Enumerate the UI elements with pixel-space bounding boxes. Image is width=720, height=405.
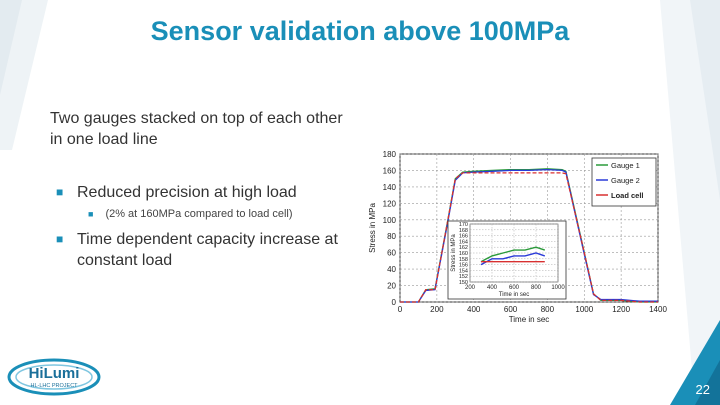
y-tick-label: 20 (387, 282, 396, 291)
sub-bullet: ■ (2% at 160MPa compared to load cell) (88, 208, 293, 220)
intro-text: Two gauges stacked on top of each other … (50, 110, 343, 148)
y-tick-label: 40 (387, 265, 396, 274)
logo-brand-text: HiLumi (29, 365, 80, 382)
inset-y-tick-label: 154 (459, 268, 468, 274)
logo-subtitle-text: HL-LHC PROJECT (30, 383, 78, 389)
stress-chart: 0 200 400 600 800 1000 1200 1400 0 20 40 60 80 100 120… (368, 150, 667, 324)
x-tick-label: 0 (398, 305, 403, 314)
slide-title: Sensor validation above 100MPa (150, 16, 570, 46)
x-tick-label: 1400 (649, 305, 667, 314)
inset-y-tick-label: 150 (459, 280, 468, 286)
legend-entry: Load cell (611, 191, 644, 200)
legend-entry: Gauge 1 (611, 161, 640, 170)
inset-x-tick-label: 800 (531, 285, 542, 291)
inset-x-tick-label: 1000 (551, 285, 565, 291)
x-tick-label: 400 (467, 305, 481, 314)
sub-bullet-square-icon: ■ (88, 209, 94, 219)
bullet-text: Reduced precision at high load (77, 184, 297, 201)
inset-y-tick-label: 160 (459, 251, 468, 257)
inset-y-tick-label: 156 (459, 263, 468, 269)
y-axis-label: Stress in MPa (368, 203, 377, 253)
hilumi-logo: HiLumi HL-LHC PROJECT (7, 358, 101, 396)
inset-x-tick-label: 400 (487, 285, 498, 291)
inset-x-tick-label: 600 (509, 285, 520, 291)
bullet-square-icon: ■ (56, 232, 64, 246)
inset-y-tick-label: 170 (459, 222, 468, 228)
bullet-square-icon: ■ (56, 185, 64, 199)
inset-x-axis-label: Time in sec (499, 292, 529, 298)
x-tick-label: 200 (430, 305, 444, 314)
x-tick-label: 1000 (575, 305, 593, 314)
y-tick-label: 160 (383, 166, 397, 175)
inset-y-tick-label: 168 (459, 228, 468, 234)
series-line-load-cell (400, 172, 658, 303)
inset-series-line-gauge-1 (480, 246, 546, 263)
inset-y-tick-label: 152 (459, 274, 468, 280)
y-tick-label: 0 (392, 298, 397, 307)
y-tick-label: 100 (383, 216, 397, 225)
corner-decoration-left (0, 0, 48, 150)
sub-bullet-text: (2% at 160MPa compared to load cell) (105, 208, 293, 220)
legend-entry: Gauge 2 (611, 176, 640, 185)
x-tick-label: 1200 (612, 305, 630, 314)
y-tick-label: 60 (387, 249, 396, 258)
inset-y-tick-label: 158 (459, 257, 468, 263)
x-tick-label: 800 (541, 305, 555, 314)
y-tick-label: 140 (383, 183, 397, 192)
inset-y-tick-label: 164 (459, 239, 468, 245)
inset-y-tick-label: 162 (459, 245, 468, 251)
x-tick-label: 600 (504, 305, 518, 314)
y-tick-label: 120 (383, 199, 397, 208)
corner-decoration-right (660, 0, 720, 405)
page-number: 22 (695, 382, 710, 397)
inset-y-axis-label: Stress in MPa (451, 234, 457, 272)
inset-x-tick-label: 200 (465, 285, 476, 291)
y-tick-label: 80 (387, 232, 396, 241)
bullet-text: Time dependent capacity increase at cons… (77, 231, 338, 269)
y-tick-label: 180 (383, 150, 397, 159)
legend-box (591, 157, 657, 207)
x-axis-label: Time in sec (509, 315, 550, 324)
inset-y-tick-label: 166 (459, 234, 468, 240)
